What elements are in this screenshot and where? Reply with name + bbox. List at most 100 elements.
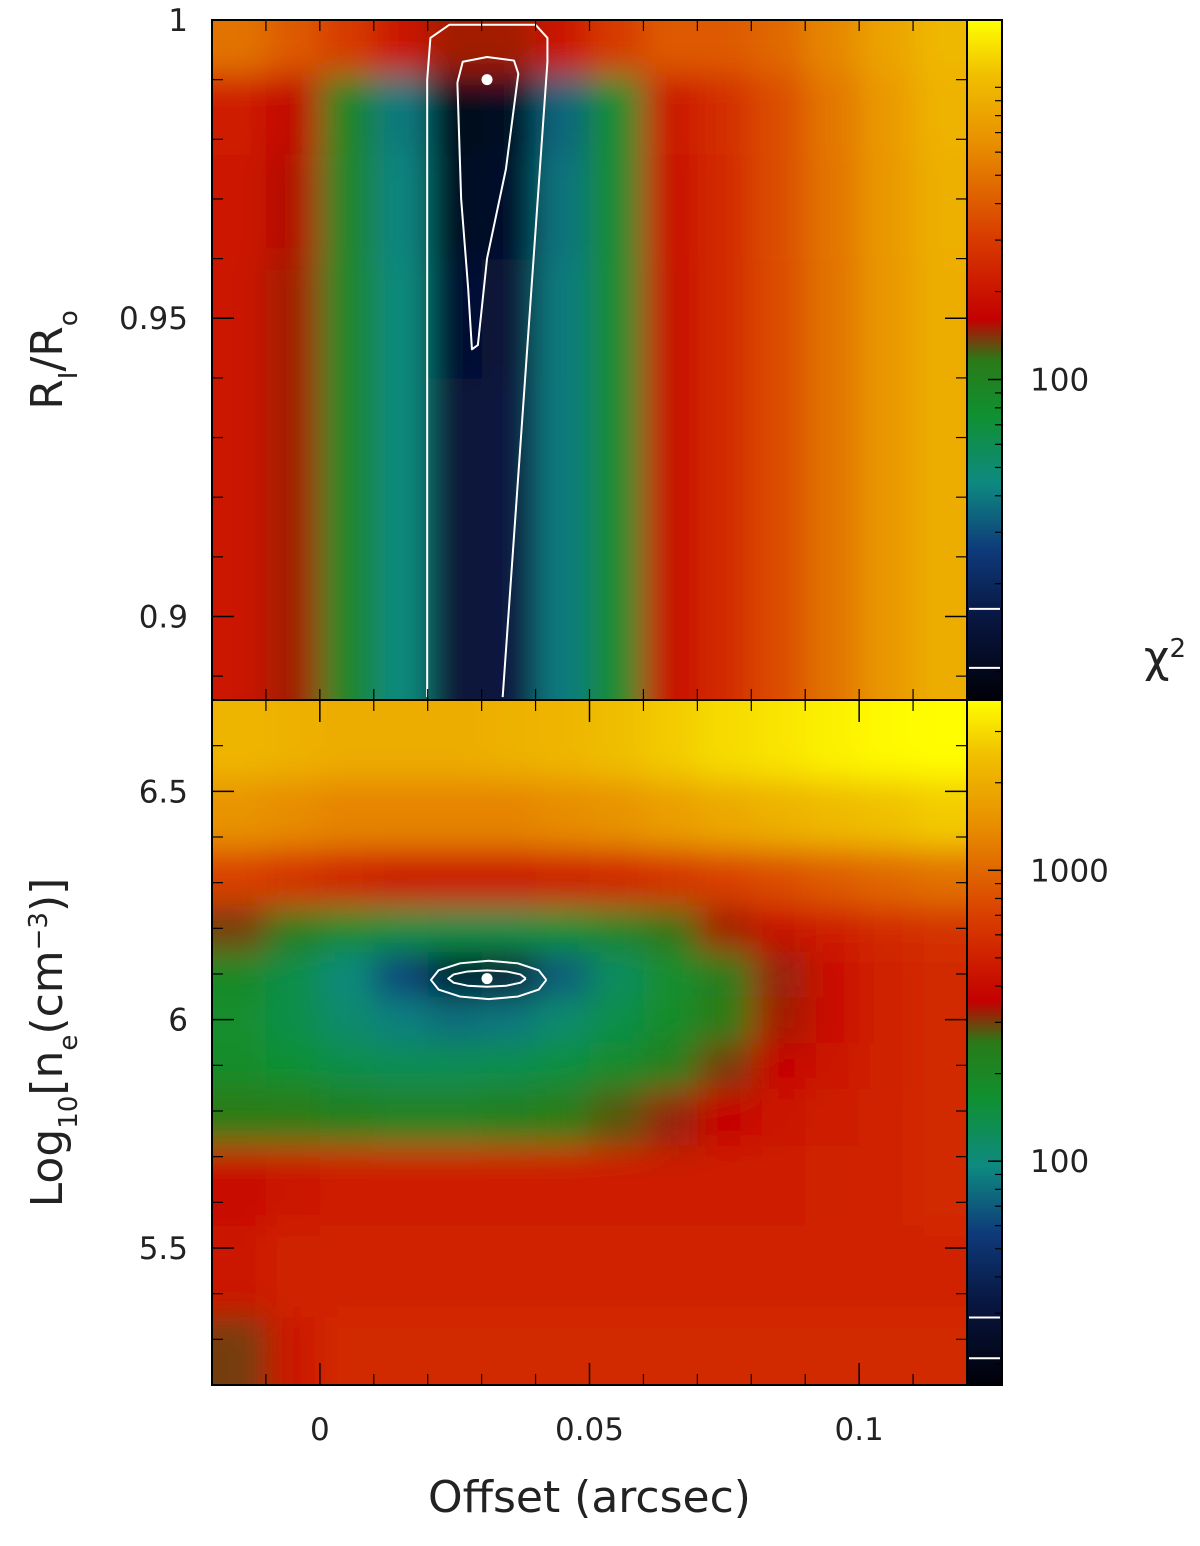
heatmap-cell <box>697 616 752 700</box>
heatmap-cell <box>751 779 806 849</box>
heatmap-cell <box>265 20 321 75</box>
heatmap-cell <box>265 848 321 906</box>
heatmap-cell <box>859 20 914 75</box>
contour <box>456 55 520 351</box>
heatmap-cell <box>535 377 590 498</box>
heatmap-cell <box>319 73 375 155</box>
heatmap-cell <box>427 1225 483 1317</box>
label-part: [n <box>22 1051 73 1096</box>
heatmap-cell <box>697 1042 752 1089</box>
heatmap-cell <box>265 258 321 379</box>
heatmap-cell <box>535 996 590 1043</box>
heatmap-cell <box>913 1088 967 1146</box>
heatmap-cell <box>859 848 914 906</box>
heatmap-cell <box>913 154 967 260</box>
heatmap-cell <box>265 700 321 781</box>
heatmap-cell <box>805 1225 860 1317</box>
heatmap-cell <box>319 905 375 952</box>
label-part: I <box>54 372 84 380</box>
heatmap-cell <box>373 20 429 75</box>
heatmap-cell <box>805 616 860 700</box>
heatmap-cell <box>535 154 590 260</box>
heatmap-cell <box>265 1088 321 1146</box>
heatmap-cell <box>265 1316 321 1385</box>
heatmap-cell <box>751 616 806 700</box>
heatmap-cell <box>697 1088 752 1146</box>
heatmap-cell <box>697 497 752 617</box>
heatmap-cell <box>373 258 429 379</box>
heatmap-cell <box>535 700 590 781</box>
heatmap-cells <box>212 700 967 1385</box>
heatmap-cell <box>859 779 914 849</box>
y-tick-label: 0.95 <box>119 301 188 337</box>
heatmap-cell <box>913 848 967 906</box>
heatmap-cell <box>913 700 967 781</box>
best-fit-point <box>481 74 493 86</box>
heatmap-cell <box>751 1088 806 1146</box>
y-axis-label: Log10[ne(cm−3)] <box>22 878 84 1208</box>
heatmap-cell <box>589 1225 644 1317</box>
heatmap-cell <box>805 700 860 781</box>
colorbar <box>967 700 1002 1385</box>
heatmap-cell <box>643 73 698 155</box>
heatmap-cell <box>427 497 483 617</box>
heatmap-cell <box>643 848 698 906</box>
heatmap-cell <box>535 1088 590 1146</box>
heatmap-cell <box>805 1145 860 1226</box>
heatmap-cell <box>373 1316 429 1385</box>
heatmap-panel <box>212 20 967 700</box>
heatmap-cell <box>859 258 914 379</box>
heatmap-cell <box>751 1042 806 1089</box>
heatmap-cell <box>427 1042 483 1089</box>
y-tick-label: 6 <box>168 1003 188 1039</box>
heatmap-cell <box>589 20 644 75</box>
heatmap-cell <box>859 73 914 155</box>
heatmap-cell <box>697 1145 752 1226</box>
heatmap-cell <box>373 1145 429 1226</box>
heatmap-cell <box>751 497 806 617</box>
heatmap-cell <box>265 497 321 617</box>
heatmap-cell <box>805 497 860 617</box>
contour <box>426 23 549 698</box>
heatmap-cell <box>319 154 375 260</box>
heatmap-cell <box>212 20 267 75</box>
heatmap-cell <box>481 20 537 75</box>
heatmap-cell <box>643 700 698 781</box>
heatmap-cell <box>643 1225 698 1317</box>
heatmap-cells <box>212 20 967 700</box>
heatmap-cell <box>589 905 644 952</box>
heatmap-cell <box>805 1316 860 1385</box>
heatmap-cell <box>859 154 914 260</box>
heatmap-cell <box>373 848 429 906</box>
heatmap-cell <box>697 258 752 379</box>
heatmap-cell <box>212 905 267 952</box>
heatmap-cell <box>589 1042 644 1089</box>
heatmap-cell <box>697 20 752 75</box>
y-tick-label: 0.9 <box>139 599 188 635</box>
heatmap-cell <box>481 1088 537 1146</box>
heatmap-cell <box>913 1316 967 1385</box>
heatmap-cell <box>859 996 914 1043</box>
x-axis-label: Offset (arcsec) <box>428 1472 751 1523</box>
heatmap-cell <box>805 779 860 849</box>
heatmap-cell <box>589 779 644 849</box>
heatmap-cell <box>373 1042 429 1089</box>
heatmap-cell <box>427 258 483 379</box>
heatmap-cell <box>265 1042 321 1089</box>
heatmap-cell <box>859 497 914 617</box>
heatmap-cell <box>805 73 860 155</box>
heatmap-cell <box>859 1042 914 1089</box>
x-tick-label: 0.05 <box>555 1412 624 1448</box>
label-part: (cm <box>22 950 73 1034</box>
heatmap-cell <box>319 951 375 998</box>
heatmap-cell <box>212 1042 267 1089</box>
heatmap-cell <box>319 20 375 75</box>
heatmap-cell <box>805 905 860 952</box>
heatmap-cell <box>212 73 267 155</box>
heatmap-cell <box>751 20 806 75</box>
heatmap-cell <box>481 1225 537 1317</box>
heatmap-cell <box>751 1225 806 1317</box>
heatmap-cell <box>535 20 590 75</box>
heatmap-cell <box>481 700 537 781</box>
